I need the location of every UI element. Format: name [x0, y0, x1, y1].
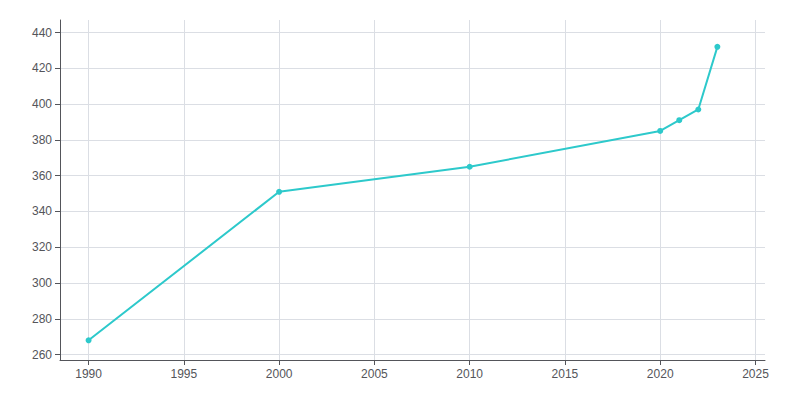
svg-text:2005: 2005 [361, 367, 388, 381]
svg-text:2015: 2015 [552, 367, 579, 381]
svg-text:280: 280 [32, 312, 52, 326]
svg-text:340: 340 [32, 204, 52, 218]
svg-text:2010: 2010 [456, 367, 483, 381]
svg-text:260: 260 [32, 348, 52, 362]
svg-text:1990: 1990 [75, 367, 102, 381]
svg-text:320: 320 [32, 240, 52, 254]
svg-text:300: 300 [32, 276, 52, 290]
svg-text:440: 440 [32, 26, 52, 40]
svg-text:380: 380 [32, 133, 52, 147]
svg-text:1995: 1995 [170, 367, 197, 381]
svg-text:2000: 2000 [266, 367, 293, 381]
svg-text:400: 400 [32, 97, 52, 111]
svg-text:360: 360 [32, 169, 52, 183]
svg-text:420: 420 [32, 61, 52, 75]
svg-text:2025: 2025 [742, 367, 769, 381]
svg-text:2020: 2020 [647, 367, 674, 381]
